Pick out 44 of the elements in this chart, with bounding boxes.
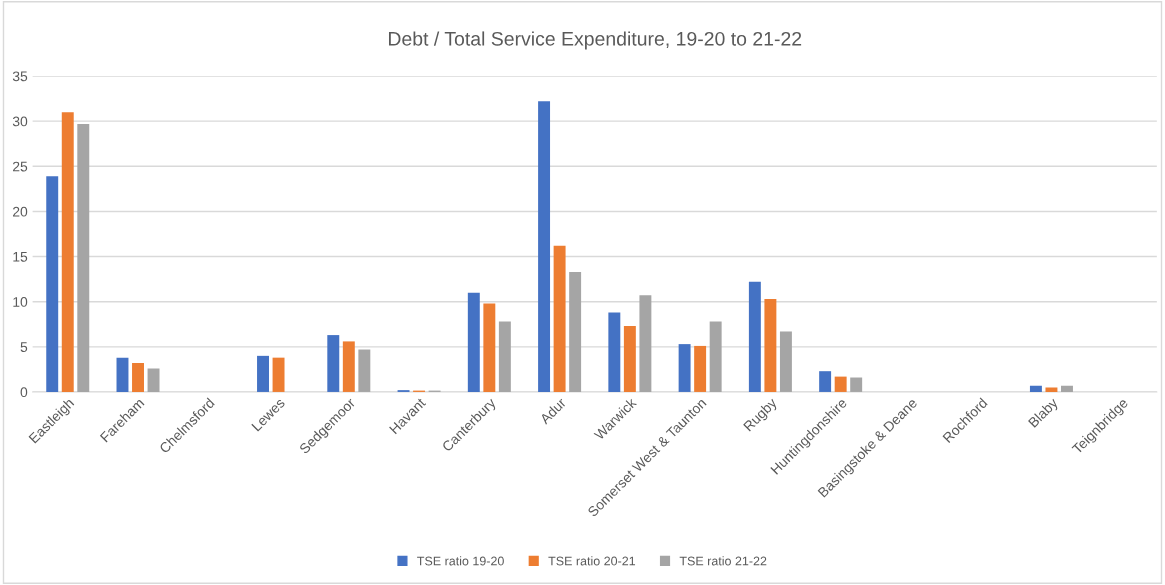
chart-title: Debt / Total Service Expenditure, 19-20 to 21-22 (388, 31, 802, 50)
bar (1029, 385, 1042, 392)
y-tick-label: 15 (13, 252, 28, 262)
bar (569, 271, 582, 392)
y-tick-label: 25 (13, 161, 28, 172)
bar (132, 363, 144, 392)
bar (46, 176, 59, 392)
bar (327, 335, 340, 392)
bar (538, 101, 551, 392)
bar (77, 123, 90, 392)
y-tick-label: 30 (12, 116, 28, 127)
bar (608, 312, 621, 392)
bar (272, 357, 285, 392)
legend-label: TSE ratio 20-21 (548, 556, 636, 566)
y-tick-label: 0 (20, 387, 28, 398)
bar (61, 112, 74, 392)
bar (498, 321, 511, 392)
bar (764, 298, 777, 392)
bar (748, 281, 761, 392)
bar (834, 376, 847, 392)
bar (678, 344, 691, 392)
bar (1045, 387, 1058, 392)
y-tick-label: 5 (20, 342, 28, 352)
bar (850, 377, 863, 392)
bar (257, 355, 269, 392)
y-tick-label: 10 (13, 297, 28, 307)
y-tick-label: 35 (12, 71, 28, 82)
bar (342, 341, 355, 392)
bar (116, 357, 129, 392)
bar (483, 303, 496, 392)
bar (819, 371, 832, 392)
bar (639, 295, 652, 392)
legend-label: TSE ratio 21-22 (679, 556, 767, 566)
y-tick-label: 20 (13, 206, 28, 217)
bar (779, 331, 792, 392)
bar (709, 321, 722, 392)
bar (467, 292, 480, 392)
bar (694, 345, 707, 392)
bar (358, 349, 371, 392)
legend-label: TSE ratio 19-20 (417, 556, 504, 566)
bar (553, 245, 566, 392)
bar (147, 368, 160, 392)
bar (623, 326, 636, 392)
bar (1061, 385, 1073, 392)
